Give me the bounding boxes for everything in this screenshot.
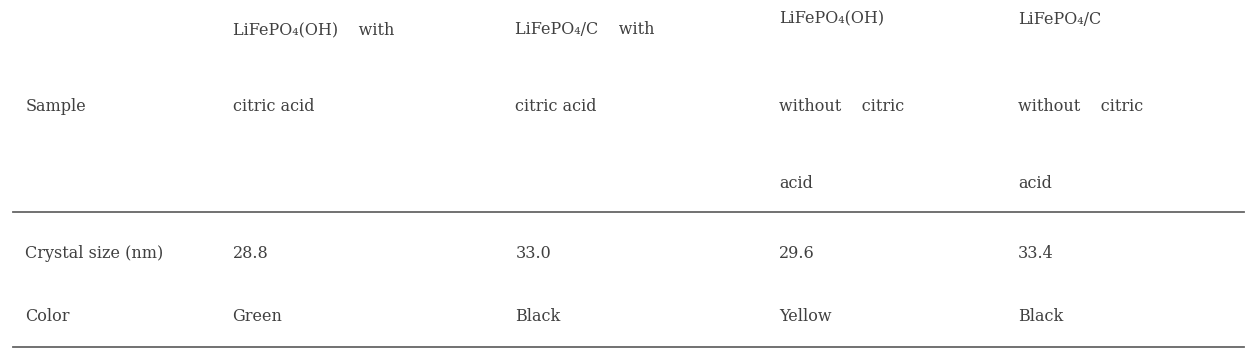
Text: without    citric: without citric: [779, 98, 905, 115]
Text: LiFePO₄(OH): LiFePO₄(OH): [779, 10, 885, 28]
Text: 33.4: 33.4: [1018, 245, 1053, 262]
Text: LiFePO₄/C: LiFePO₄/C: [1018, 10, 1101, 28]
Text: acid: acid: [779, 175, 813, 192]
Text: 28.8: 28.8: [233, 245, 268, 262]
Text: Black: Black: [515, 308, 561, 325]
Text: 29.6: 29.6: [779, 245, 815, 262]
Text: 33.0: 33.0: [515, 245, 551, 262]
Text: Black: Black: [1018, 308, 1063, 325]
Text: Yellow: Yellow: [779, 308, 832, 325]
Text: Color: Color: [25, 308, 69, 325]
Text: without    citric: without citric: [1018, 98, 1144, 115]
Text: LiFePO₄/C    with: LiFePO₄/C with: [515, 21, 655, 38]
Text: citric acid: citric acid: [233, 98, 314, 115]
Text: citric acid: citric acid: [515, 98, 597, 115]
Text: acid: acid: [1018, 175, 1052, 192]
Text: Green: Green: [233, 308, 283, 325]
Text: LiFePO₄(OH)    with: LiFePO₄(OH) with: [233, 21, 393, 38]
Text: Crystal size (nm): Crystal size (nm): [25, 245, 163, 262]
Text: Sample: Sample: [25, 98, 85, 115]
